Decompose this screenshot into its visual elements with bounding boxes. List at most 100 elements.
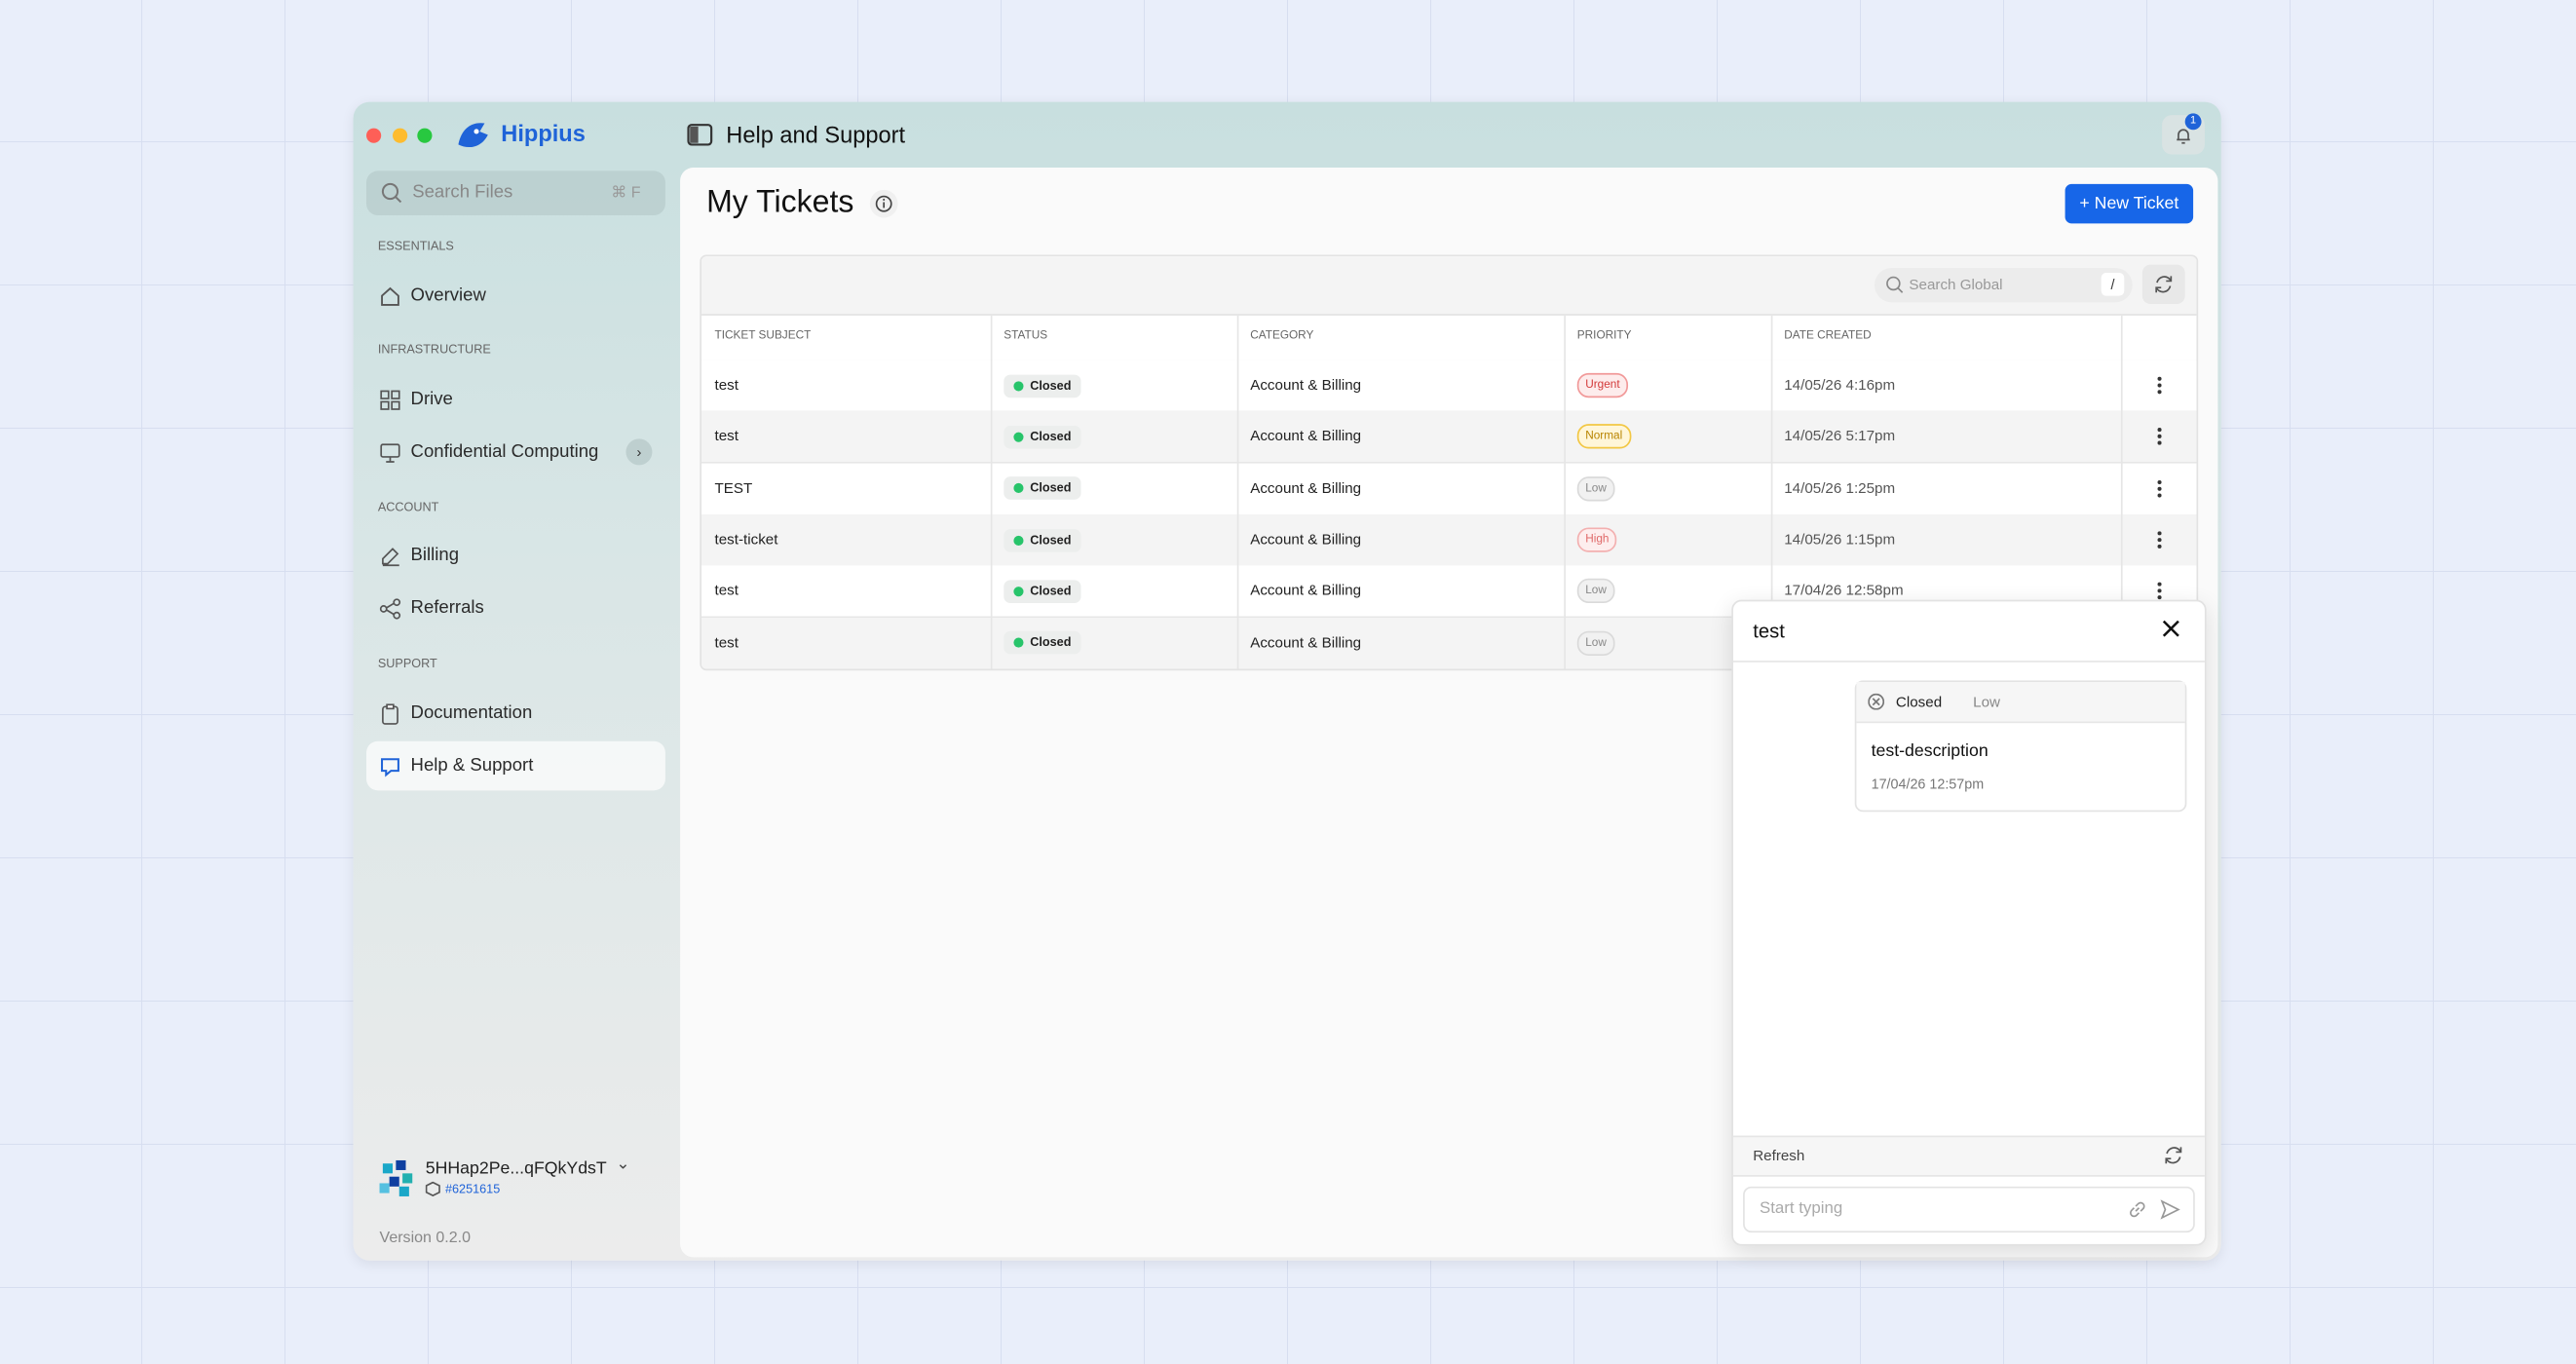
table-toolbar: Search Global /: [701, 256, 2197, 316]
table-header: TICKET SUBJECT STATUS CATEGORY PRIORITY DATE…: [701, 314, 2197, 362]
row-menu[interactable]: [2157, 428, 2162, 446]
status-icon: [1868, 693, 1885, 710]
table-cell: 14/05/26 4:16pm: [1784, 376, 1896, 394]
search-icon: [1886, 276, 1904, 293]
sidebar-toggle[interactable]: [687, 124, 713, 147]
input-placeholder: Start typing: [1759, 1199, 1843, 1218]
table-cell: Low: [1564, 617, 1784, 667]
table-cell: test-ticket: [714, 530, 778, 548]
nav-item[interactable]: Overview: [366, 271, 665, 321]
notification-count: 1: [2184, 113, 2202, 131]
nav-heading: ACCOUNT: [377, 499, 439, 514]
ticket-table: Search Global / TICKET SUBJECT STATUS CATE…: [700, 254, 2199, 671]
card-date: 17/04/26 12:57pm: [1871, 776, 1985, 793]
minimize-dot[interactable]: [393, 128, 408, 143]
table-cell: 14/05/26 1:15pm: [1784, 530, 1896, 548]
priority-badge: Low: [1576, 475, 1615, 501]
info-icon[interactable]: [869, 189, 898, 218]
table-row[interactable]: test-ticket Closed Account & Billing High 14…: [701, 513, 2197, 567]
new-ticket-button[interactable]: + New Ticket: [2065, 183, 2194, 224]
sidebar-search[interactable]: Search Files ⌘ F: [366, 170, 665, 215]
row-menu[interactable]: [2157, 479, 2162, 498]
attach-icon[interactable]: [2128, 1199, 2147, 1219]
table-cell: Account & Billing: [1250, 428, 1362, 444]
status-pill: Closed: [1004, 630, 1081, 655]
bell-icon: [2177, 129, 2190, 144]
card-description: test-description: [1871, 740, 1989, 761]
nav-icon: [379, 598, 401, 620]
nav-icon: [380, 390, 400, 410]
table-cell: Closed: [991, 463, 1250, 513]
nav-icon: [381, 758, 399, 777]
panel-title: test: [1753, 619, 1785, 643]
table-cell: 14/05/26 1:25pm: [1784, 478, 1896, 496]
kebab-icon: [2157, 531, 2162, 549]
table-cell: Closed: [991, 514, 1250, 565]
table-cell: 14/05/26 5:17pm: [1784, 428, 1896, 444]
brand-logo: [458, 123, 488, 148]
column-header: PRIORITY: [1576, 330, 1632, 342]
table-cell: test: [714, 376, 739, 394]
status-pill: Closed: [1004, 528, 1081, 551]
table-cell: Low: [1564, 463, 1784, 513]
main-title: My Tickets: [706, 185, 854, 221]
table-cell: test: [714, 428, 739, 444]
column-divider: [2120, 314, 2123, 669]
search-key: /: [2101, 273, 2125, 296]
nav-item[interactable]: Drive: [366, 375, 665, 425]
row-menu[interactable]: [2157, 376, 2162, 395]
table-row[interactable]: test Closed Account & Billing Normal 14/05/2…: [701, 411, 2197, 465]
version: Version 0.2.0: [379, 1229, 472, 1248]
nav-item[interactable]: Documentation: [366, 689, 665, 739]
nav-label: Billing: [410, 546, 460, 566]
close-dot[interactable]: [366, 128, 382, 143]
nav-label: Confidential Computing: [410, 441, 599, 462]
row-menu[interactable]: [2157, 531, 2162, 549]
table-cell: Low: [1564, 566, 1784, 617]
nav-icon: [381, 286, 399, 306]
column-header: TICKET SUBJECT: [714, 330, 812, 342]
table-refresh-button[interactable]: [2141, 264, 2185, 305]
nav-heading: INFRASTRUCTURE: [377, 341, 491, 358]
table-cell: Account & Billing: [1250, 633, 1362, 651]
expand-chevron[interactable]: ›: [625, 438, 653, 466]
send-icon[interactable]: [2160, 1199, 2180, 1220]
status-pill: Closed: [1004, 373, 1081, 398]
page-title: Help and Support: [726, 121, 906, 148]
status-pill: Closed: [1004, 580, 1081, 603]
priority-badge: Low: [1576, 579, 1615, 604]
message-input[interactable]: Start typing: [1743, 1186, 2195, 1233]
notification-button[interactable]: 1: [2162, 113, 2205, 155]
account-address[interactable]: 5HHap2Pe...qFQkYdsT: [425, 1158, 607, 1179]
nav-item[interactable]: Referrals: [366, 584, 665, 633]
search-icon: [381, 182, 402, 204]
nav-icon: [380, 443, 400, 463]
nav-item[interactable]: Confidential Computing ›: [366, 428, 665, 477]
close-button[interactable]: [2162, 620, 2180, 638]
priority-badge: Urgent: [1576, 373, 1629, 398]
row-menu[interactable]: [2157, 582, 2162, 600]
table-cell: Closed: [991, 617, 1250, 667]
nav-heading: ESSENTIALS: [377, 238, 454, 253]
table-cell: Account & Billing: [1250, 530, 1362, 548]
nav-item[interactable]: Billing: [366, 531, 665, 581]
table-search[interactable]: Search Global /: [1874, 267, 2133, 303]
table-row[interactable]: TEST Closed Account & Billing Low 14/05/26 1…: [701, 462, 2197, 515]
account-chevron[interactable]: ⌄: [616, 1155, 630, 1174]
refresh-bar[interactable]: Refresh: [1732, 1135, 2205, 1177]
column-header: STATUS: [1004, 330, 1048, 342]
avatar: [379, 1159, 413, 1196]
nav-item-active[interactable]: Help & Support: [366, 740, 665, 791]
search-shortcut: ⌘ F: [611, 183, 641, 203]
refresh-icon: [2165, 1147, 2182, 1164]
table-row[interactable]: test Closed Account & Billing Urgent 14/05/2…: [701, 360, 2197, 413]
priority-badge: Normal: [1576, 424, 1631, 450]
status-pill: Closed: [1004, 476, 1081, 501]
divider: [1732, 661, 2205, 663]
table-row[interactable]: test Closed Account & Billing Low 17/04/26 1…: [701, 565, 2197, 619]
brand-name: Hippius: [501, 120, 586, 147]
card-status: Closed: [1895, 693, 1943, 710]
column-divider: [990, 314, 993, 669]
zoom-dot[interactable]: [417, 128, 433, 143]
